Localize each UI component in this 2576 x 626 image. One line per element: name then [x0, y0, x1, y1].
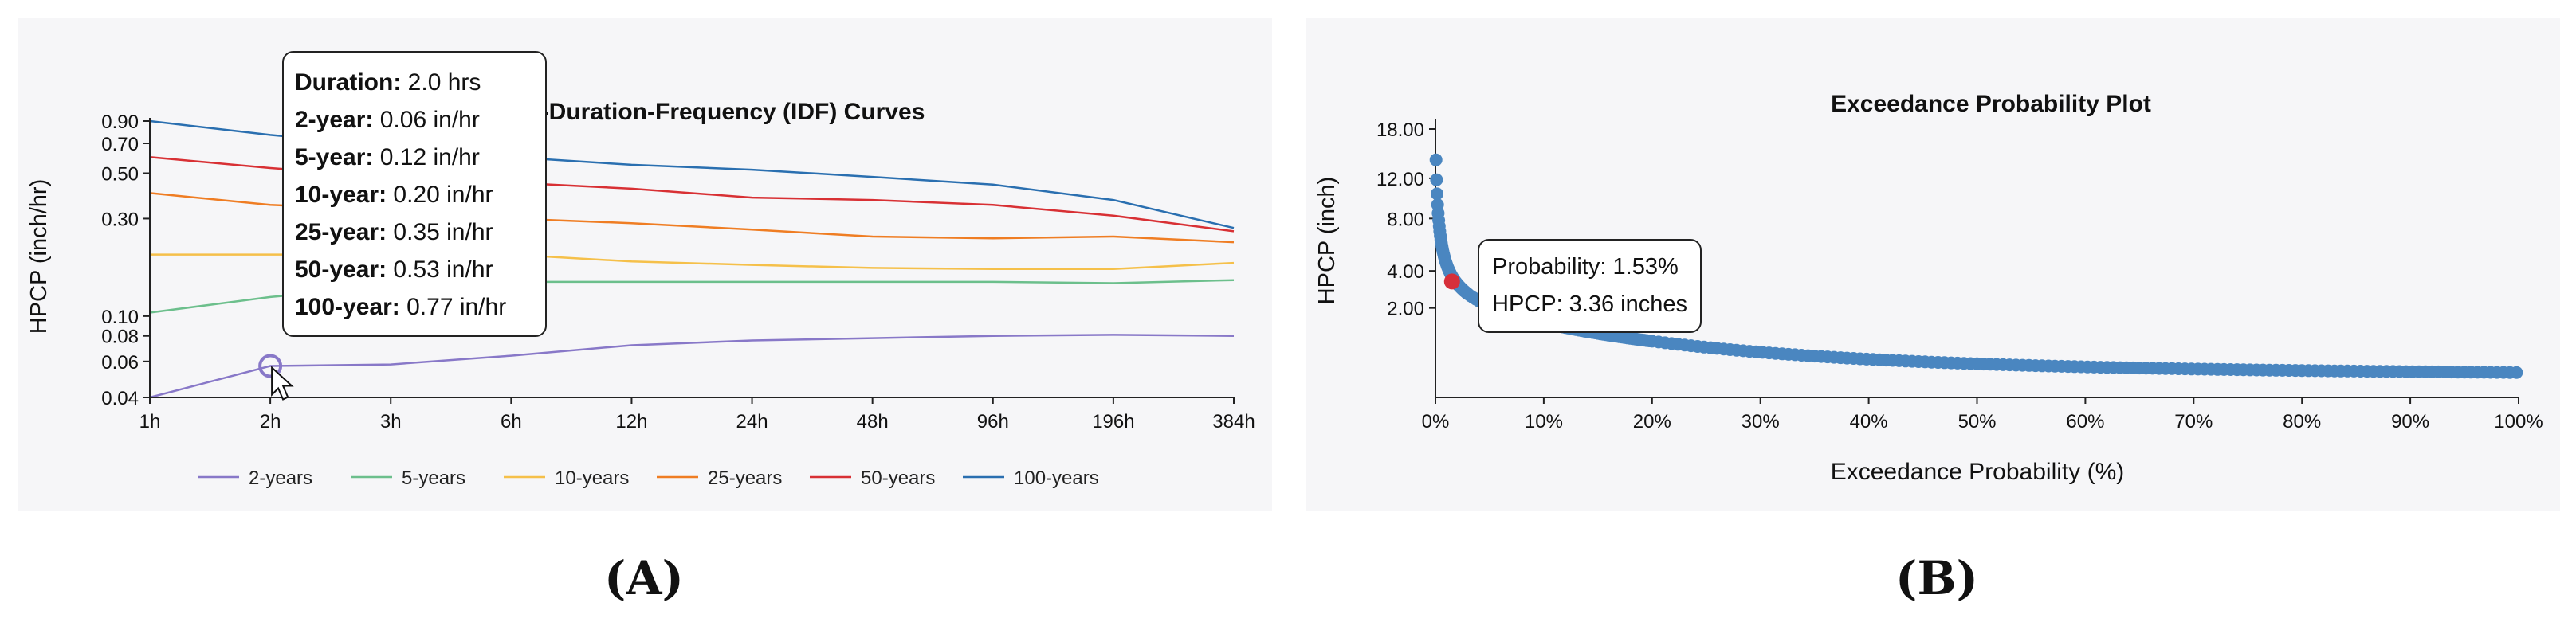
- exceedance-y-tick-label: 2.00: [1387, 299, 1424, 320]
- tooltip-row-value: 0.77 in/hr: [406, 294, 507, 320]
- tooltip-duration-row: Duration: 2.0 hrs: [295, 64, 534, 101]
- tooltip-row-label: 2-year:: [295, 107, 374, 133]
- exceedance-chart-panel: Exceedance Probability Plot HPCP (inch) …: [1306, 18, 2560, 511]
- exceedance-x-tick-label: 80%: [2283, 411, 2321, 432]
- exceedance-point[interactable]: [1431, 187, 1443, 201]
- exceedance-y-tick-label: 8.00: [1387, 209, 1424, 230]
- tooltip-row-value: 0.20 in/hr: [393, 182, 493, 208]
- tooltip-row-2-year: 2-year: 0.06 in/hr: [295, 101, 534, 139]
- tooltip-probability: Probability: 1.53%: [1492, 254, 1679, 280]
- idf-x-tick-label: 12h: [615, 411, 647, 432]
- idf-x-tick-label: 96h: [977, 411, 1009, 432]
- idf-chart-title: y-Duration-Frequency (IDF) Curves: [528, 99, 925, 125]
- exceedance-point[interactable]: [2510, 366, 2523, 379]
- idf-hover-marker: [258, 354, 283, 378]
- exceedance-y-tick-label: 4.00: [1387, 261, 1424, 283]
- tooltip-row-10-year: 10-year: 0.20 in/hr: [295, 176, 534, 213]
- tooltip-row-value: 0.35 in/hr: [393, 219, 493, 245]
- exceedance-y-axis-label: HPCP (inch): [1314, 177, 1340, 305]
- tooltip-row-label: 50-year:: [295, 256, 387, 283]
- exceedance-x-tick-label: 40%: [1850, 411, 1888, 432]
- tooltip-row-label: 5-year:: [295, 144, 374, 170]
- exceedance-x-tick-label: 60%: [2066, 411, 2104, 432]
- exceedance-y-tick-label: 18.00: [1376, 119, 1424, 141]
- idf-y-tick-label: 0.70: [101, 134, 139, 155]
- tooltip-row-5-year: 5-year: 0.12 in/hr: [295, 139, 534, 176]
- idf-chart-panel: y-Duration-Frequency (IDF) Curves HPCP (…: [18, 18, 1272, 511]
- exceedance-x-tick-label: 0%: [1422, 411, 1450, 432]
- legend-label-25-years[interactable]: 25-years: [708, 468, 782, 489]
- exceedance-point[interactable]: [1429, 153, 1443, 166]
- tooltip-row-label: 25-year:: [295, 219, 387, 245]
- tooltip-hpcp: HPCP: 3.36 inches: [1492, 291, 1688, 317]
- legend-label-2-years[interactable]: 2-years: [249, 468, 312, 489]
- exceedance-x-tick-label: 70%: [2174, 411, 2213, 432]
- exceedance-x-tick-label: 10%: [1525, 411, 1563, 432]
- idf-x-tick-label: 3h: [380, 411, 402, 432]
- tooltip-row-50-year: 50-year: 0.53 in/hr: [295, 251, 534, 288]
- tooltip-duration-label: Duration:: [295, 69, 402, 96]
- idf-y-tick-label: 0.04: [101, 388, 139, 409]
- tooltip-row-25-year: 25-year: 0.35 in/hr: [295, 213, 534, 251]
- idf-y-tick-label: 0.08: [101, 327, 139, 348]
- tooltip-row-value: 0.53 in/hr: [393, 256, 493, 283]
- exceedance-x-axis-label: Exceedance Probability (%): [1831, 459, 2125, 485]
- exceedance-tooltip: Probability: 1.53% HPCP: 3.36 inches: [1478, 239, 1702, 333]
- caption-a: (A): [604, 551, 684, 605]
- tooltip-row-label: 10-year:: [295, 182, 387, 208]
- series-line-2-years[interactable]: [149, 334, 1235, 399]
- idf-x-tick-label: 48h: [857, 411, 889, 432]
- tooltip-row-value: 0.12 in/hr: [379, 144, 480, 170]
- tooltip-duration-value: 2.0 hrs: [407, 69, 481, 96]
- legend-label-100-years[interactable]: 100-years: [1014, 468, 1099, 489]
- legend-label-5-years[interactable]: 5-years: [402, 468, 465, 489]
- idf-y-tick-label: 0.50: [101, 164, 139, 186]
- exceedance-chart-title: Exceedance Probability Plot: [1831, 91, 2151, 117]
- idf-tooltip: Duration: 2.0 hrs 2-year: 0.06 in/hr 5-y…: [282, 51, 547, 337]
- legend-label-10-years[interactable]: 10-years: [555, 468, 629, 489]
- tooltip-row-100-year: 100-year: 0.77 in/hr: [295, 288, 534, 326]
- exceedance-point[interactable]: [1430, 173, 1443, 186]
- exceedance-x-tick-label: 90%: [2391, 411, 2429, 432]
- idf-chart: y-Duration-Frequency (IDF) Curves HPCP (…: [26, 99, 1255, 489]
- idf-y-tick-label: 0.06: [101, 352, 139, 374]
- tooltip-row-label: 100-year:: [295, 294, 400, 320]
- caption-b: (B): [1895, 551, 1978, 605]
- exceedance-y-tick-label: 12.00: [1376, 169, 1424, 190]
- idf-y-tick-label: 0.30: [101, 209, 139, 230]
- idf-y-tick-label: 0.10: [101, 307, 139, 328]
- idf-x-tick-label: 2h: [260, 411, 281, 432]
- idf-y-axis-label: HPCP (inch/hr): [26, 179, 52, 334]
- exceedance-x-tick-label: 20%: [1633, 411, 1671, 432]
- legend-label-50-years[interactable]: 50-years: [861, 468, 935, 489]
- exceedance-x-tick-label: 30%: [1742, 411, 1780, 432]
- idf-x-tick-label: 384h: [1212, 411, 1255, 432]
- idf-y-tick-label: 0.90: [101, 112, 139, 133]
- idf-x-tick-label: 6h: [501, 411, 522, 432]
- idf-x-tick-label: 24h: [736, 411, 768, 432]
- idf-x-tick-label: 1h: [139, 411, 161, 432]
- exceedance-x-tick-label: 100%: [2494, 411, 2543, 432]
- tooltip-row-value: 0.06 in/hr: [379, 107, 480, 133]
- exceedance-x-tick-label: 50%: [1958, 411, 1996, 432]
- mouse-cursor-icon: [271, 366, 294, 401]
- idf-x-tick-label: 196h: [1092, 411, 1134, 432]
- exceedance-highlight-point: [1443, 273, 1460, 290]
